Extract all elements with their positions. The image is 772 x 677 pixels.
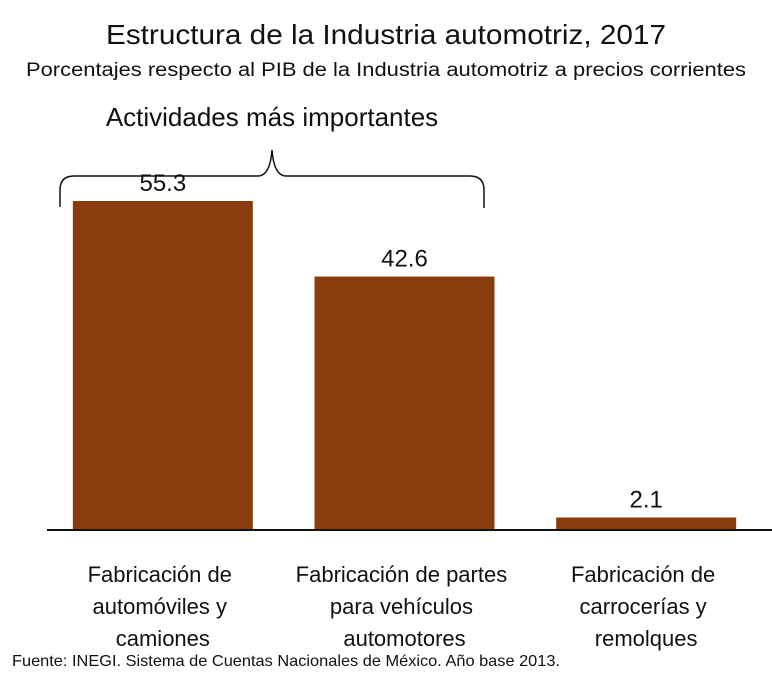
data-label: 42.6: [381, 246, 428, 273]
bar: [72, 201, 253, 530]
brace: [59, 149, 485, 208]
x-tick-label: Fabricación de automóviles y camiones: [88, 562, 238, 651]
x-tick-label: Fabricación de partes para vehículos aut…: [296, 562, 514, 651]
bar: [314, 276, 495, 530]
x-tick-label: Fabricación de carrocerías y remolques: [571, 562, 721, 651]
data-label: 55.3: [139, 170, 186, 197]
source-note: Fuente: INEGI. Sistema de Cuentas Nacion…: [12, 653, 560, 670]
bar: [556, 517, 737, 530]
data-label: 2.1: [629, 487, 662, 514]
chart-title: Estructura de la Industria automotriz, 2…: [106, 19, 666, 50]
annotation: Actividades más importantes: [106, 102, 438, 132]
chart-subtitle: Porcentajes respecto al PIB de la Indust…: [26, 60, 746, 81]
